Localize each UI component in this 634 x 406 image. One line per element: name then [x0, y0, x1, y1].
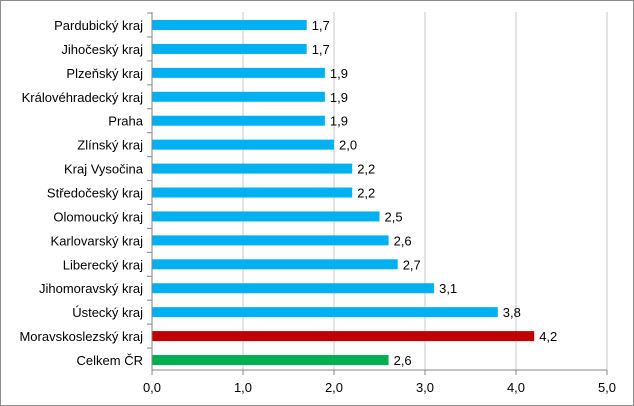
bar	[152, 235, 389, 246]
x-tick-label: 3,0	[416, 380, 434, 395]
data-label: 1,7	[312, 42, 330, 57]
category-label: Zlínský kraj	[77, 138, 143, 153]
data-label: 2,5	[385, 209, 403, 224]
category-label: Jihočeský kraj	[61, 42, 143, 57]
category-label: Moravskoslezský kraj	[19, 329, 143, 344]
bar	[152, 139, 334, 150]
bar	[152, 91, 325, 102]
data-label: 1,9	[330, 114, 348, 129]
data-label: 1,7	[312, 18, 330, 33]
bar	[152, 259, 398, 270]
x-tick-label: 4,0	[507, 380, 525, 395]
category-label: Karlovarský kraj	[51, 233, 144, 248]
data-label: 2,6	[394, 353, 412, 368]
data-label: 4,2	[539, 329, 557, 344]
bar	[152, 67, 325, 78]
bar	[152, 331, 535, 342]
x-tick-label: 2,0	[325, 380, 343, 395]
data-label: 1,9	[330, 66, 348, 81]
category-label: Ústecký kraj	[72, 305, 143, 320]
data-label: 2,2	[357, 162, 375, 177]
bar	[152, 211, 380, 222]
category-label: Kraj Vysočina	[64, 162, 144, 177]
bar	[152, 355, 389, 366]
data-label: 2,7	[403, 257, 421, 272]
bar	[152, 115, 325, 126]
x-tick-label: 1,0	[234, 380, 252, 395]
bar	[152, 283, 435, 294]
category-label: Pardubický kraj	[54, 18, 143, 33]
bar	[152, 163, 353, 174]
category-label: Královéhradecký kraj	[22, 90, 143, 105]
category-label: Plzeňský kraj	[66, 66, 143, 81]
category-label: Středočeský kraj	[47, 186, 143, 201]
bar	[152, 43, 307, 54]
data-label: 1,9	[330, 90, 348, 105]
x-tick-label: 0,0	[143, 380, 161, 395]
bar	[152, 187, 353, 198]
category-label: Praha	[108, 114, 143, 129]
bar	[152, 307, 498, 318]
data-label: 2,2	[357, 186, 375, 201]
category-label: Liberecký kraj	[63, 257, 143, 272]
data-label: 2,0	[339, 138, 357, 153]
data-label: 3,8	[503, 305, 521, 320]
category-label: Jihomoravský kraj	[39, 281, 143, 296]
bar	[152, 20, 307, 30]
category-label: Olomoucký kraj	[53, 209, 143, 224]
category-label: Celkem ČR	[77, 353, 143, 368]
data-label: 3,1	[439, 281, 457, 296]
data-label: 2,6	[394, 233, 412, 248]
x-tick-label: 5,0	[598, 380, 616, 395]
